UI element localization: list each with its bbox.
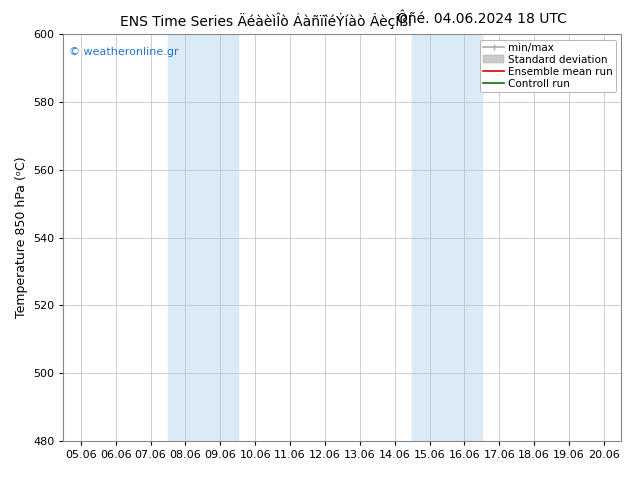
Legend: min/max, Standard deviation, Ensemble mean run, Controll run: min/max, Standard deviation, Ensemble me… [480,40,616,92]
Y-axis label: Temperature 850 hPa (ᵒC): Temperature 850 hPa (ᵒC) [15,157,27,318]
Bar [412,34,482,441]
Text: © weatheronline.gr: © weatheronline.gr [69,47,179,56]
Text: ENS Time Series ÄéàèìÎò ÁàñïîéÝíàò ÁèçÍßí: ENS Time Series ÄéàèìÎò ÁàñïîéÝíàò ÁèçÍß… [120,12,412,29]
Bar [168,34,238,441]
Text: Ôñé. 04.06.2024 18 UTC: Ôñé. 04.06.2024 18 UTC [397,12,567,26]
